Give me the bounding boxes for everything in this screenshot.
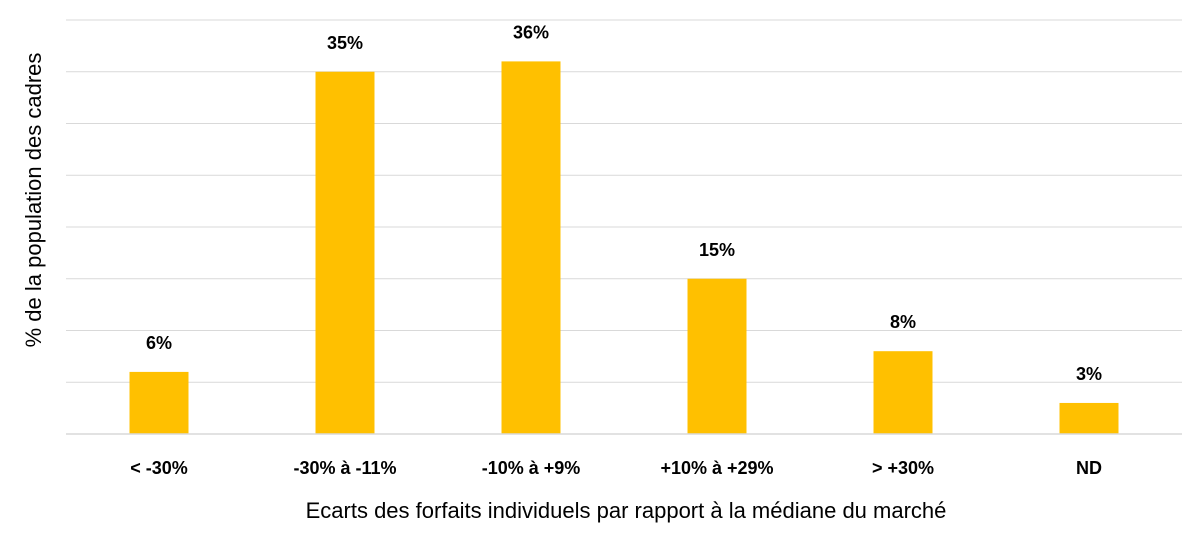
bar	[315, 71, 375, 434]
data-label: 35%	[327, 33, 363, 53]
data-label: 8%	[890, 312, 916, 332]
data-label: 15%	[699, 240, 735, 260]
data-labels: 6% 35% 36% 15% 8% 3%	[146, 22, 1102, 384]
x-tick-label: -10% à +9%	[482, 458, 581, 478]
bar	[129, 371, 189, 434]
bars	[129, 61, 1119, 435]
gridlines	[66, 19, 1182, 383]
x-tick-label: > +30%	[872, 458, 934, 478]
bar	[873, 351, 933, 434]
x-tick-label: -30% à -11%	[293, 458, 396, 478]
x-axis-title: Ecarts des forfaits individuels par rapp…	[306, 498, 947, 523]
y-axis-title: % de la population des cadres	[21, 53, 46, 348]
x-tick-label: < -30%	[130, 458, 188, 478]
data-label: 6%	[146, 333, 172, 353]
bar	[501, 61, 561, 435]
data-label: 3%	[1076, 364, 1102, 384]
x-tick-labels: < -30% -30% à -11% -10% à +9% +10% à +29% > …	[130, 458, 1102, 478]
x-tick-label: +10% à +29%	[660, 458, 773, 478]
x-tick-label: ND	[1076, 458, 1102, 478]
bar	[687, 278, 747, 434]
bar	[1059, 402, 1119, 434]
data-label: 36%	[513, 22, 549, 42]
